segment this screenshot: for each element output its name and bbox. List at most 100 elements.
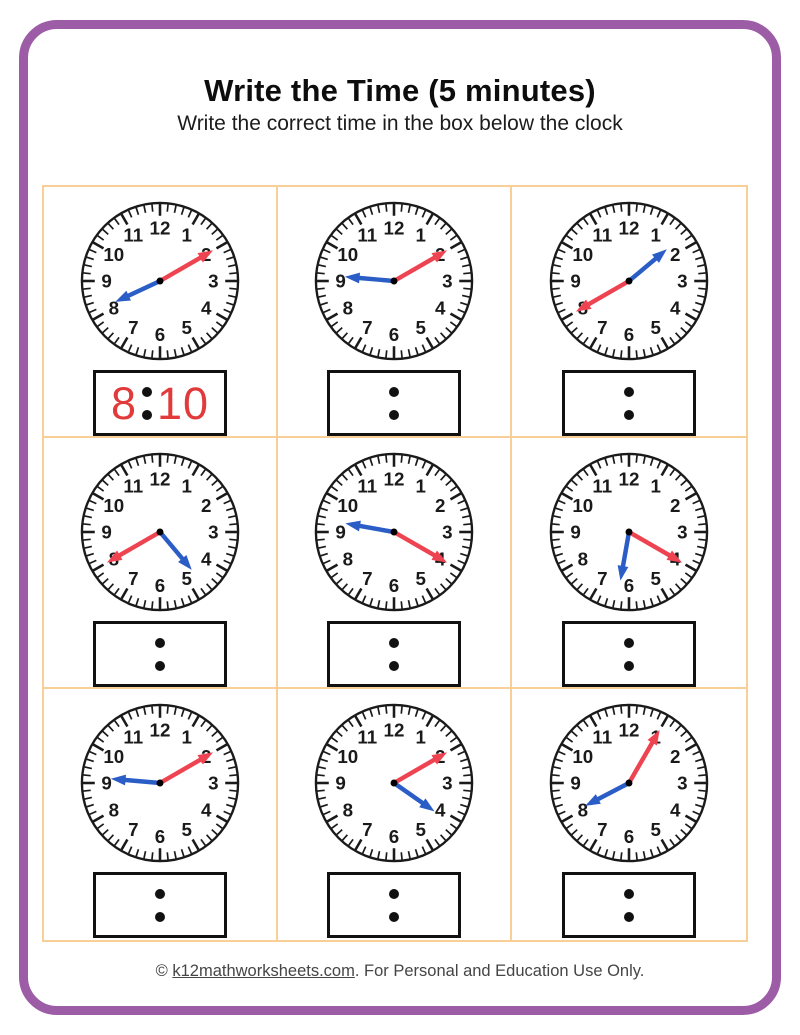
time-answer-box[interactable] <box>93 621 227 687</box>
svg-text:9: 9 <box>101 271 111 292</box>
answer-hour-value: 8 <box>110 377 137 429</box>
svg-text:2: 2 <box>670 746 680 767</box>
svg-text:6: 6 <box>624 324 634 345</box>
svg-text:3: 3 <box>677 271 687 292</box>
clock-cell-6: 123456789101112 <box>512 438 746 689</box>
svg-text:2: 2 <box>670 495 680 516</box>
svg-text:8: 8 <box>578 799 588 820</box>
svg-text:8: 8 <box>343 297 353 318</box>
svg-text:12: 12 <box>150 719 171 740</box>
analog-clock: 123456789101112 <box>80 452 240 612</box>
svg-text:11: 11 <box>357 727 377 748</box>
svg-text:7: 7 <box>128 568 138 589</box>
svg-text:11: 11 <box>123 225 143 246</box>
time-answer-box[interactable] <box>562 621 696 687</box>
svg-text:7: 7 <box>597 317 607 338</box>
svg-text:10: 10 <box>103 746 124 767</box>
svg-text:3: 3 <box>208 773 218 794</box>
svg-text:7: 7 <box>597 819 607 840</box>
colon-separator <box>141 386 152 420</box>
svg-text:2: 2 <box>670 244 680 265</box>
svg-text:5: 5 <box>650 568 660 589</box>
svg-text:2: 2 <box>201 495 211 516</box>
svg-text:3: 3 <box>677 522 687 543</box>
time-answer-box[interactable] <box>562 872 696 938</box>
svg-text:9: 9 <box>335 271 345 292</box>
time-answer-box[interactable] <box>327 872 461 938</box>
svg-text:7: 7 <box>128 819 138 840</box>
colon-dot <box>389 888 399 899</box>
footer-site-link[interactable]: k12mathworksheets.com <box>172 962 355 980</box>
analog-clock: 123456789101112 <box>549 201 709 361</box>
colon-separator <box>624 888 634 922</box>
svg-text:3: 3 <box>208 271 218 292</box>
page-subtitle: Write the correct time in the box below … <box>177 112 623 135</box>
svg-text:11: 11 <box>123 476 143 497</box>
svg-text:1: 1 <box>650 225 660 246</box>
svg-text:4: 4 <box>201 297 212 318</box>
svg-text:3: 3 <box>677 773 687 794</box>
colon-separator <box>155 888 165 922</box>
colon-dot <box>389 409 399 420</box>
svg-text:1: 1 <box>181 476 191 497</box>
svg-text:6: 6 <box>389 826 399 847</box>
colon-separator <box>389 637 399 671</box>
colon-dot <box>624 386 634 397</box>
svg-text:4: 4 <box>670 297 681 318</box>
svg-text:9: 9 <box>570 522 580 543</box>
clock-cell-5: 123456789101112 <box>278 438 512 689</box>
time-answer-box[interactable]: 8 10 <box>93 370 227 436</box>
svg-text:5: 5 <box>181 819 191 840</box>
svg-text:8: 8 <box>109 799 119 820</box>
svg-text:11: 11 <box>123 727 143 748</box>
svg-text:3: 3 <box>442 271 452 292</box>
time-answer-box[interactable] <box>562 370 696 436</box>
svg-text:9: 9 <box>101 773 111 794</box>
colon-separator <box>389 888 399 922</box>
svg-text:12: 12 <box>619 719 640 740</box>
page-title: Write the Time (5 minutes) <box>204 72 596 108</box>
svg-text:8: 8 <box>578 548 588 569</box>
svg-text:4: 4 <box>435 799 446 820</box>
colon-dot <box>624 660 634 671</box>
time-answer-box[interactable] <box>93 872 227 938</box>
svg-text:7: 7 <box>128 317 138 338</box>
time-answer-box[interactable] <box>327 370 461 436</box>
svg-text:5: 5 <box>181 568 191 589</box>
svg-text:5: 5 <box>181 317 191 338</box>
svg-text:6: 6 <box>624 826 634 847</box>
svg-text:10: 10 <box>572 244 593 265</box>
colon-separator <box>389 386 399 420</box>
svg-text:7: 7 <box>362 317 372 338</box>
analog-clock: 123456789101112 <box>314 201 474 361</box>
svg-text:11: 11 <box>592 476 612 497</box>
svg-text:12: 12 <box>384 719 405 740</box>
svg-text:6: 6 <box>389 324 399 345</box>
svg-text:6: 6 <box>389 575 399 596</box>
colon-separator <box>155 637 165 671</box>
svg-text:1: 1 <box>415 225 425 246</box>
time-answer-box[interactable] <box>327 621 461 687</box>
clock-cell-2: 123456789101112 <box>278 187 512 438</box>
colon-separator <box>624 637 634 671</box>
footer-suffix: . For Personal and Education Use Only. <box>354 962 645 980</box>
svg-text:9: 9 <box>335 522 345 543</box>
svg-text:10: 10 <box>572 746 593 767</box>
svg-text:1: 1 <box>181 727 191 748</box>
analog-clock: 123456789101112 <box>314 703 474 863</box>
colon-dot <box>389 911 399 922</box>
svg-text:4: 4 <box>435 297 446 318</box>
svg-text:11: 11 <box>357 476 377 497</box>
svg-text:7: 7 <box>362 819 372 840</box>
clock-cell-9: 123456789101112 <box>512 689 746 940</box>
svg-text:8: 8 <box>343 799 353 820</box>
colon-dot <box>624 888 634 899</box>
svg-text:12: 12 <box>384 217 405 238</box>
analog-clock: 123456789101112 <box>549 452 709 612</box>
svg-text:7: 7 <box>597 568 607 589</box>
svg-text:6: 6 <box>155 826 165 847</box>
svg-text:1: 1 <box>415 476 425 497</box>
clock-cell-3: 123456789101112 <box>512 187 746 438</box>
clock-grid: 123456789101112 8 10 123456789101112 123… <box>42 185 748 942</box>
svg-text:10: 10 <box>103 244 124 265</box>
